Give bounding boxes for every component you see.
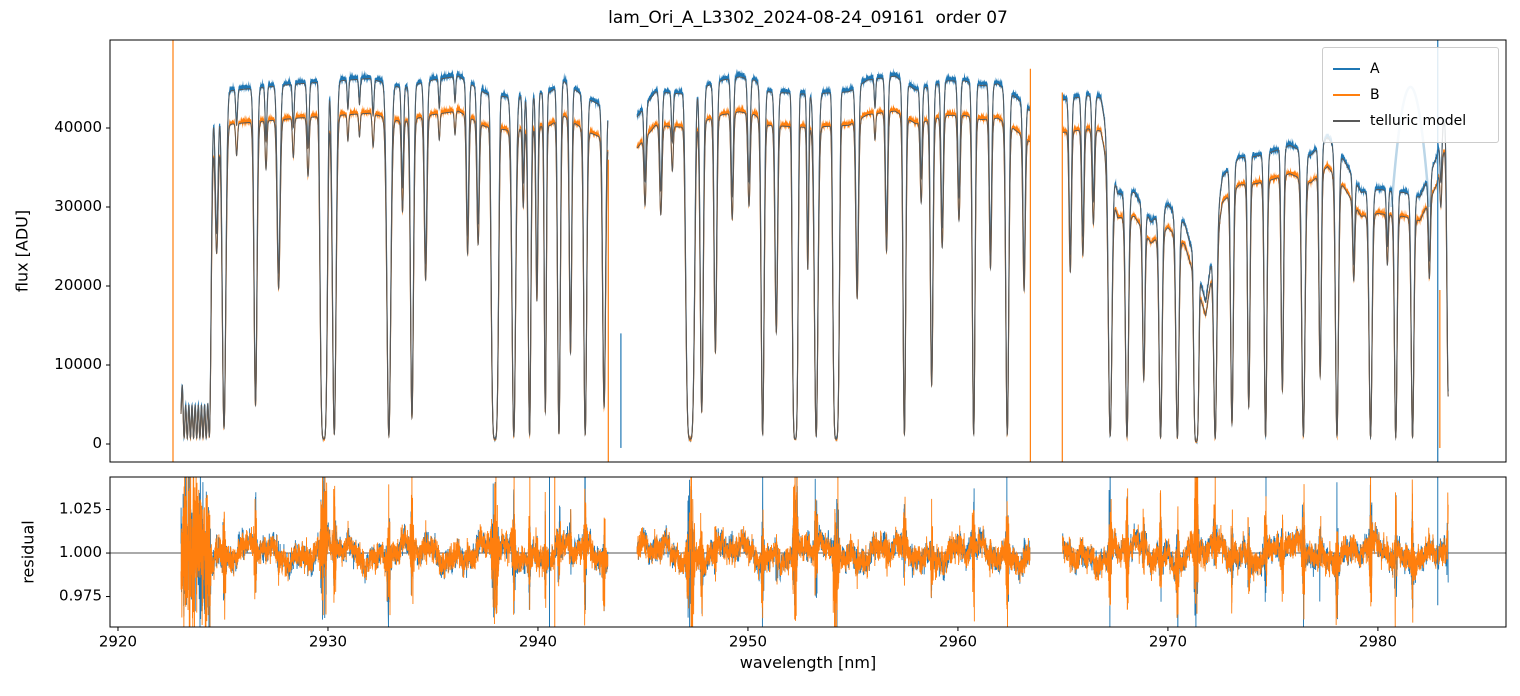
legend-label-telluric-model: telluric model: [1370, 113, 1467, 129]
plot-title: lam_Ori_A_L3302_2024-08-24_09161 order 0…: [608, 8, 1008, 28]
legend: A B telluric model: [1322, 47, 1499, 143]
legend-label-a: A: [1370, 61, 1380, 77]
legend-item-a: A: [1333, 56, 1488, 82]
legend-line-sample-b: [1333, 94, 1360, 96]
legend-item-telluric-model: telluric model: [1333, 108, 1488, 134]
flux-axis-label: flux [ADU]: [12, 209, 32, 293]
legend-label-b: B: [1370, 87, 1380, 103]
residual-axis-label: residual: [18, 520, 38, 584]
legend-line-sample-telluric-model: [1333, 120, 1360, 122]
wavelength-axis-label: wavelength [nm]: [739, 653, 877, 672]
legend-line-sample-a: [1333, 68, 1360, 70]
legend-item-b: B: [1333, 82, 1488, 108]
